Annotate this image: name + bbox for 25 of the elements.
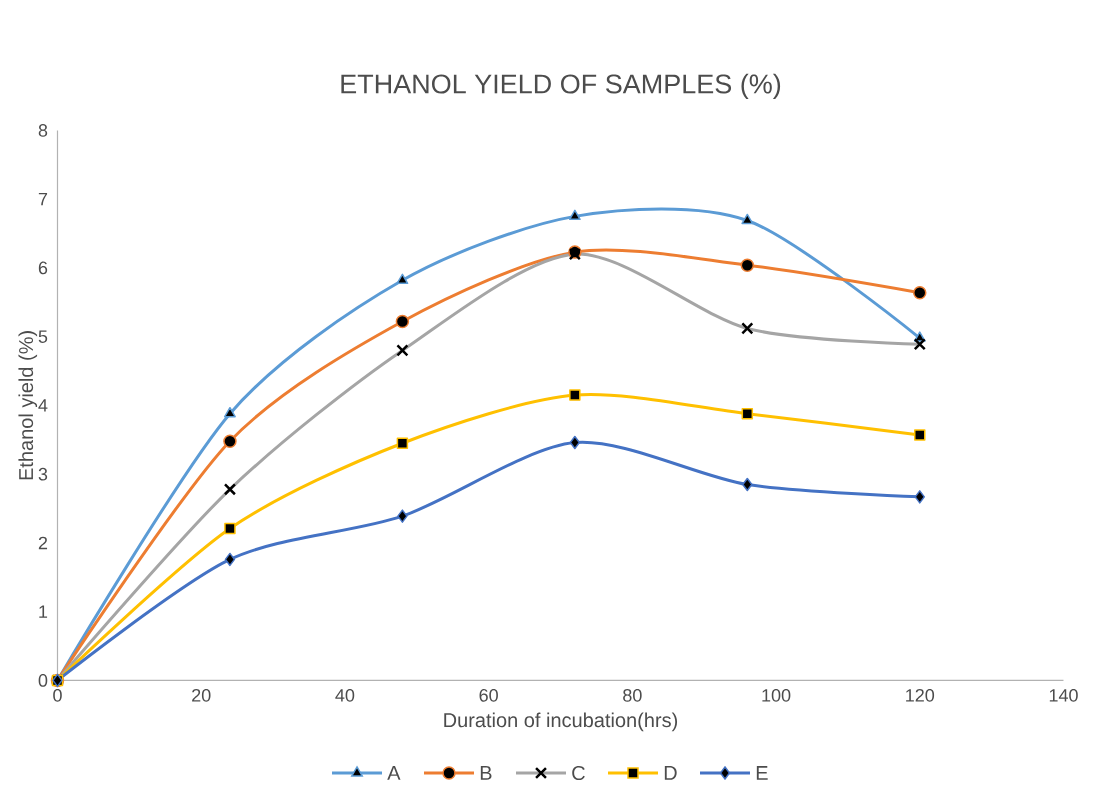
y-tick-label: 3 bbox=[38, 467, 48, 481]
y-tick-label: 0 bbox=[38, 674, 48, 687]
legend-label: D bbox=[664, 766, 677, 780]
y-axis-title: Ethanol yield (%) bbox=[18, 331, 38, 480]
y-tick-label: 4 bbox=[38, 399, 48, 412]
y-tick-label: 2 bbox=[38, 536, 48, 550]
x-tick-label: 60 bbox=[479, 688, 498, 702]
y-tick-label: 7 bbox=[38, 192, 48, 206]
legend-label: C bbox=[572, 765, 585, 781]
legend-label: A bbox=[387, 766, 401, 780]
y-tick-label: 1 bbox=[39, 605, 48, 618]
x-tick-label: 80 bbox=[623, 688, 642, 702]
x-tick-label: 140 bbox=[1049, 688, 1078, 702]
x-tick-label: 0 bbox=[53, 688, 62, 702]
x-axis-title: Duration of incubation(hrs) bbox=[444, 712, 678, 732]
y-tick-label: 8 bbox=[38, 124, 48, 137]
x-tick-label: 20 bbox=[192, 688, 211, 702]
y-tick-label: 6 bbox=[38, 261, 48, 275]
legend-label: E bbox=[756, 766, 768, 780]
x-tick-label: 40 bbox=[335, 688, 355, 702]
x-tick-label: 100 bbox=[762, 688, 791, 702]
chart-title: ETHANOL YIELD OF SAMPLES (%) bbox=[341, 73, 781, 99]
legend-label: B bbox=[480, 766, 492, 780]
x-tick-label: 120 bbox=[906, 688, 935, 702]
y-tick-label: 5 bbox=[38, 330, 48, 343]
